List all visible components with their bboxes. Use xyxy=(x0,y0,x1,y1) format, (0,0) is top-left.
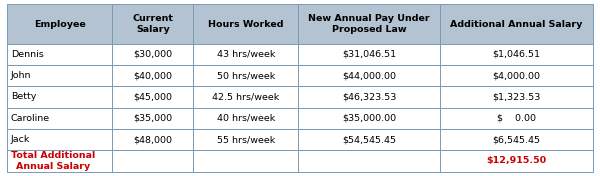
Text: $45,000: $45,000 xyxy=(133,92,172,102)
Text: $    0.00: $ 0.00 xyxy=(497,114,536,123)
Text: $4,000.00: $4,000.00 xyxy=(492,71,540,80)
Text: Current
Salary: Current Salary xyxy=(133,14,173,34)
Bar xyxy=(193,108,298,129)
Bar xyxy=(112,65,193,86)
Bar xyxy=(193,150,298,172)
Bar xyxy=(298,86,440,108)
Bar xyxy=(193,86,298,108)
Bar xyxy=(440,150,593,172)
Text: Hours Worked: Hours Worked xyxy=(208,20,284,29)
Bar xyxy=(440,129,593,150)
Text: $46,323.53: $46,323.53 xyxy=(342,92,396,102)
Text: Total Additional
Annual Salary: Total Additional Annual Salary xyxy=(11,151,95,171)
Bar xyxy=(298,44,440,65)
Bar xyxy=(112,86,193,108)
Text: $40,000: $40,000 xyxy=(133,71,172,80)
Bar xyxy=(7,150,112,172)
Bar xyxy=(298,129,440,150)
Text: 40 hrs/week: 40 hrs/week xyxy=(217,114,275,123)
Text: 55 hrs/week: 55 hrs/week xyxy=(217,135,275,144)
Text: Employee: Employee xyxy=(34,20,86,29)
Bar xyxy=(7,86,112,108)
Text: Betty: Betty xyxy=(11,92,36,102)
Text: Caroline: Caroline xyxy=(11,114,50,123)
Bar xyxy=(298,150,440,172)
Bar xyxy=(298,108,440,129)
Text: Additional Annual Salary: Additional Annual Salary xyxy=(450,20,583,29)
Text: $31,046.51: $31,046.51 xyxy=(342,50,396,59)
Text: $44,000.00: $44,000.00 xyxy=(342,71,396,80)
Bar xyxy=(112,150,193,172)
Bar xyxy=(7,108,112,129)
Text: $35,000.00: $35,000.00 xyxy=(342,114,396,123)
Bar xyxy=(440,44,593,65)
Bar xyxy=(7,129,112,150)
Bar xyxy=(193,65,298,86)
Text: New Annual Pay Under
Proposed Law: New Annual Pay Under Proposed Law xyxy=(308,14,430,34)
Bar xyxy=(440,108,593,129)
Bar xyxy=(440,65,593,86)
Bar xyxy=(298,65,440,86)
Text: 43 hrs/week: 43 hrs/week xyxy=(217,50,275,59)
Text: 42.5 hrs/week: 42.5 hrs/week xyxy=(212,92,280,102)
Text: John: John xyxy=(11,71,31,80)
Bar xyxy=(112,44,193,65)
Text: $1,046.51: $1,046.51 xyxy=(492,50,540,59)
Bar xyxy=(112,108,193,129)
Bar xyxy=(440,4,593,44)
Text: $54,545.45: $54,545.45 xyxy=(342,135,396,144)
Bar xyxy=(7,65,112,86)
Text: $30,000: $30,000 xyxy=(133,50,172,59)
Text: Jack: Jack xyxy=(11,135,30,144)
Bar xyxy=(193,44,298,65)
Text: $35,000: $35,000 xyxy=(133,114,172,123)
Bar xyxy=(193,129,298,150)
Bar xyxy=(440,86,593,108)
Text: $6,545.45: $6,545.45 xyxy=(492,135,540,144)
Text: Dennis: Dennis xyxy=(11,50,44,59)
Text: $12,915.50: $12,915.50 xyxy=(486,156,546,165)
Bar xyxy=(193,4,298,44)
Text: $48,000: $48,000 xyxy=(133,135,172,144)
Bar xyxy=(112,4,193,44)
Text: 50 hrs/week: 50 hrs/week xyxy=(217,71,275,80)
Bar xyxy=(7,44,112,65)
Bar xyxy=(112,129,193,150)
Bar xyxy=(7,4,112,44)
Text: $1,323.53: $1,323.53 xyxy=(492,92,541,102)
Bar xyxy=(298,4,440,44)
